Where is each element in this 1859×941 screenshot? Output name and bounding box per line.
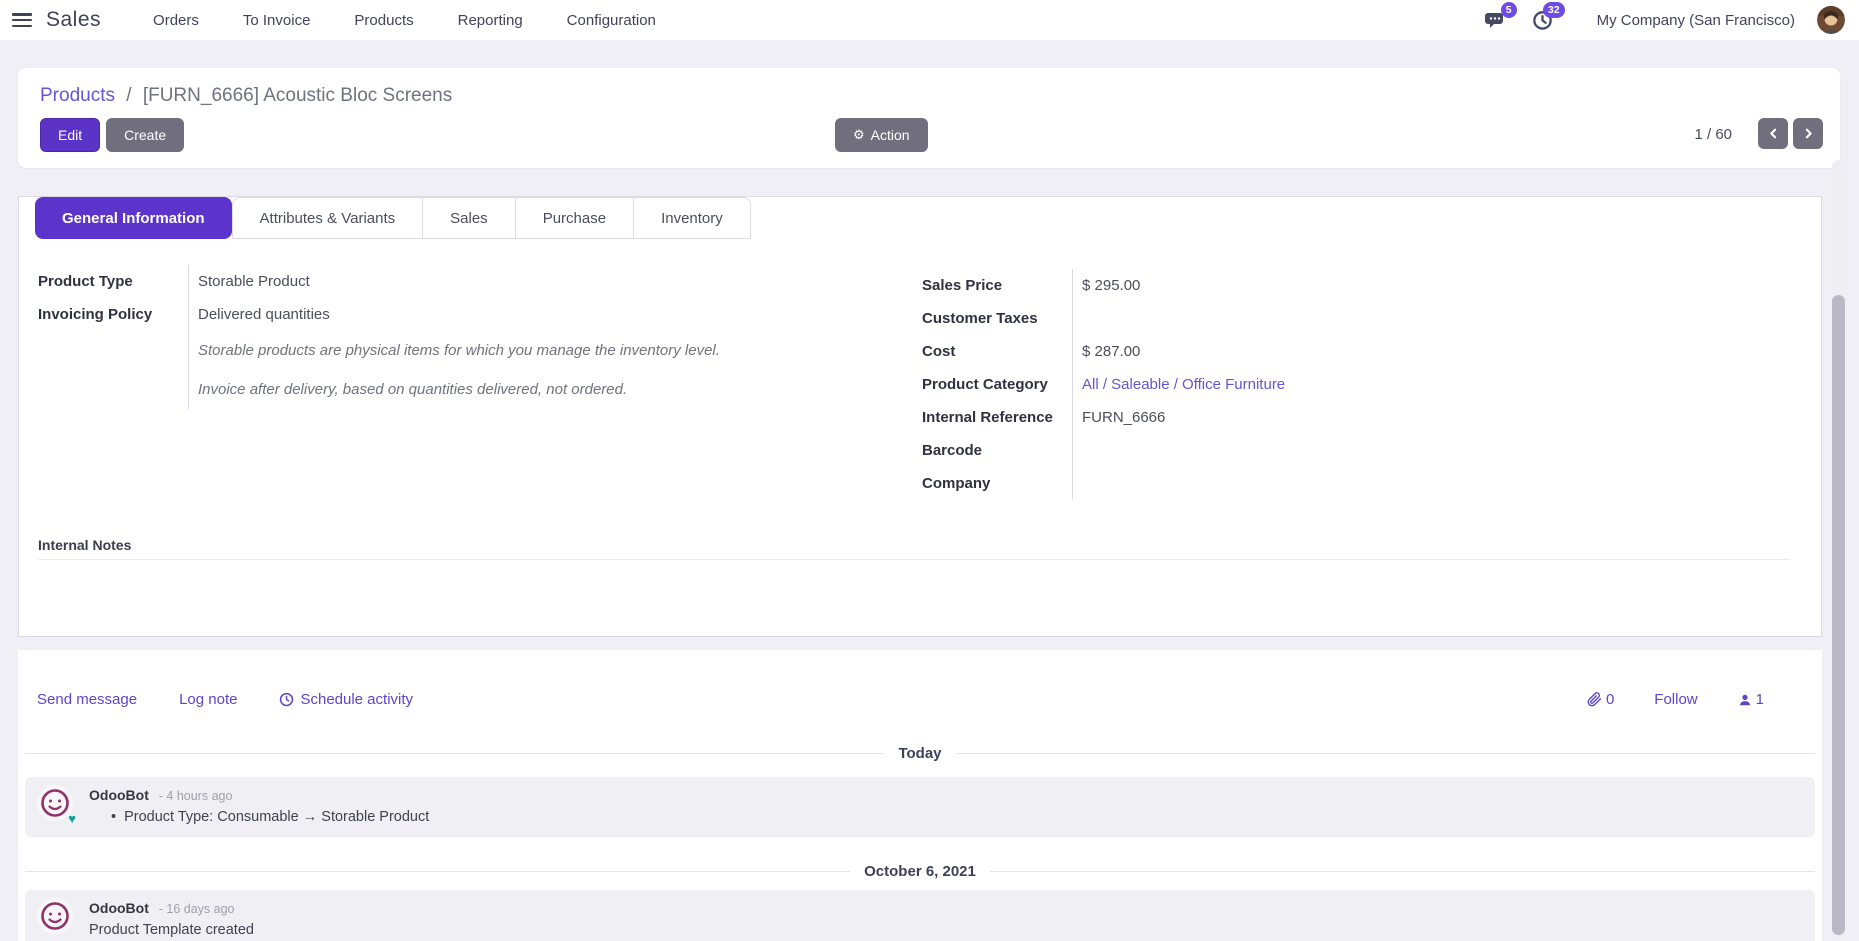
message-timestamp: - 4 hours ago [158, 789, 233, 803]
hamburger-menu-icon[interactable] [12, 13, 32, 27]
field-value-company [1072, 467, 1672, 500]
create-button[interactable]: Create [106, 118, 185, 152]
app-name[interactable]: Sales [46, 8, 102, 31]
clock-icon [1531, 8, 1557, 31]
follower-count: 1 [1755, 691, 1764, 708]
company-switcher[interactable]: My Company (San Francisco) [1596, 11, 1795, 29]
follow-button[interactable]: Follow [1654, 691, 1698, 708]
chevron-right-icon [1805, 128, 1812, 139]
chatter: Send message Log note Schedule activity … [18, 650, 1822, 941]
field-label-product-type: Product Type [38, 273, 133, 290]
messages-count-badge: 5 [1500, 2, 1517, 18]
follower-person-icon [1738, 693, 1752, 707]
field-label-sales-price: Sales Price [922, 277, 1003, 294]
followers-button[interactable]: 1 [1738, 691, 1764, 708]
paperclip-icon [1587, 692, 1602, 707]
field-value-product-category-link[interactable]: All / Saleable / Office Furniture [1082, 376, 1286, 393]
field-label-internal-reference: Internal Reference [922, 409, 1053, 426]
field-value-product-type: Storable Product [188, 265, 908, 298]
message-timestamp: - 16 days ago [158, 902, 235, 916]
pager-next-button[interactable] [1793, 118, 1823, 149]
field-value-cost: $ 287.00 [1072, 335, 1672, 368]
send-message-button[interactable]: Send message [37, 691, 138, 708]
message-body: Product Type: Consumable → Storable Prod… [124, 809, 430, 825]
internal-notes-heading: Internal Notes [38, 537, 132, 553]
product-form-sheet: General Information Attributes & Variant… [18, 196, 1822, 637]
heart-badge-icon: ♥ [68, 811, 76, 826]
schedule-clock-icon [279, 692, 294, 707]
control-panel: Products / [FURN_6666] Acoustic Bloc Scr… [18, 68, 1840, 168]
pager-previous-button[interactable] [1758, 118, 1788, 149]
nav-item-configuration[interactable]: Configuration [566, 11, 656, 29]
nav-item-products[interactable]: Products [354, 11, 414, 29]
field-label-invoicing-policy: Invoicing Policy [38, 306, 153, 323]
nav-item-reporting[interactable]: Reporting [457, 11, 523, 29]
field-value-sales-price: $ 295.00 [1072, 269, 1672, 302]
action-button[interactable]: ⚙ Action [835, 118, 928, 152]
message-card: ♥ OdooBot - 4 hours ago • Product Type: … [25, 777, 1815, 837]
message-body: Product Template created [89, 922, 254, 938]
odoobot-avatar: ♥ [37, 785, 76, 825]
help-text-invoicing: Invoice after delivery, based on quantit… [188, 370, 908, 409]
nav-menu: Orders To Invoice Products Reporting Con… [153, 12, 656, 29]
field-value-barcode [1072, 434, 1672, 467]
message-card: OdooBot - 16 days ago Product Template c… [25, 890, 1815, 941]
message-author[interactable]: OdooBot [89, 900, 149, 916]
field-label-company: Company [922, 475, 991, 492]
nav-item-orders[interactable]: Orders [153, 11, 199, 29]
breadcrumb-current: [FURN_6666] Acoustic Bloc Screens [142, 85, 453, 106]
activities-menu-button[interactable]: 32 [1531, 2, 1565, 32]
top-navbar: Sales Orders To Invoice Products Reporti… [0, 0, 1859, 40]
field-value-invoicing-policy: Delivered quantities [188, 298, 908, 331]
messages-menu-button[interactable]: 5 [1483, 2, 1517, 32]
date-divider-today: Today [25, 745, 1815, 762]
tab-purchase[interactable]: Purchase [515, 197, 635, 239]
edit-button[interactable]: Edit [40, 118, 101, 152]
chat-bubbles-icon [1483, 8, 1509, 30]
user-avatar[interactable] [1817, 6, 1845, 34]
form-group-left: Product Type Storable Product Invoicing … [38, 265, 908, 409]
log-note-button[interactable]: Log note [179, 691, 238, 708]
help-text-storable: Storable products are physical items for… [188, 331, 908, 370]
odoobot-avatar [37, 898, 73, 934]
field-label-barcode: Barcode [922, 442, 983, 459]
notebook-tabs: General Information Attributes & Variant… [35, 197, 751, 239]
breadcrumb-products-link[interactable]: Products [40, 85, 115, 106]
field-value-internal-reference: FURN_6666 [1072, 401, 1672, 434]
gear-icon: ⚙ [853, 127, 865, 142]
attachments-button[interactable]: 0 [1587, 691, 1614, 708]
internal-notes-divider [38, 559, 1790, 560]
field-value-customer-taxes [1072, 302, 1672, 335]
activities-count-badge: 32 [1542, 2, 1565, 18]
breadcrumb-separator: / [126, 85, 132, 106]
chevron-left-icon [1769, 128, 1776, 139]
tab-inventory[interactable]: Inventory [634, 197, 751, 239]
tab-general-information[interactable]: General Information [35, 197, 232, 239]
message-author[interactable]: OdooBot [89, 787, 149, 803]
field-label-cost: Cost [922, 343, 956, 360]
nav-item-to-invoice[interactable]: To Invoice [242, 11, 311, 29]
field-label-product-category: Product Category [922, 376, 1048, 393]
pager-counter: 1 / 60 [1694, 126, 1732, 143]
tab-sales[interactable]: Sales [423, 197, 516, 239]
field-label-customer-taxes: Customer Taxes [922, 310, 1038, 327]
form-group-right: Sales Price $ 295.00 Customer Taxes Cost… [922, 269, 1672, 500]
bullet-icon: • [111, 809, 117, 825]
tab-attributes-variants[interactable]: Attributes & Variants [231, 197, 424, 239]
vertical-scrollbar-thumb[interactable] [1832, 295, 1845, 935]
breadcrumb: Products / [FURN_6666] Acoustic Bloc Scr… [40, 85, 452, 107]
schedule-activity-button[interactable]: Schedule activity [279, 691, 413, 708]
attachment-count: 0 [1605, 691, 1615, 708]
date-divider-october: October 6, 2021 [25, 863, 1815, 880]
